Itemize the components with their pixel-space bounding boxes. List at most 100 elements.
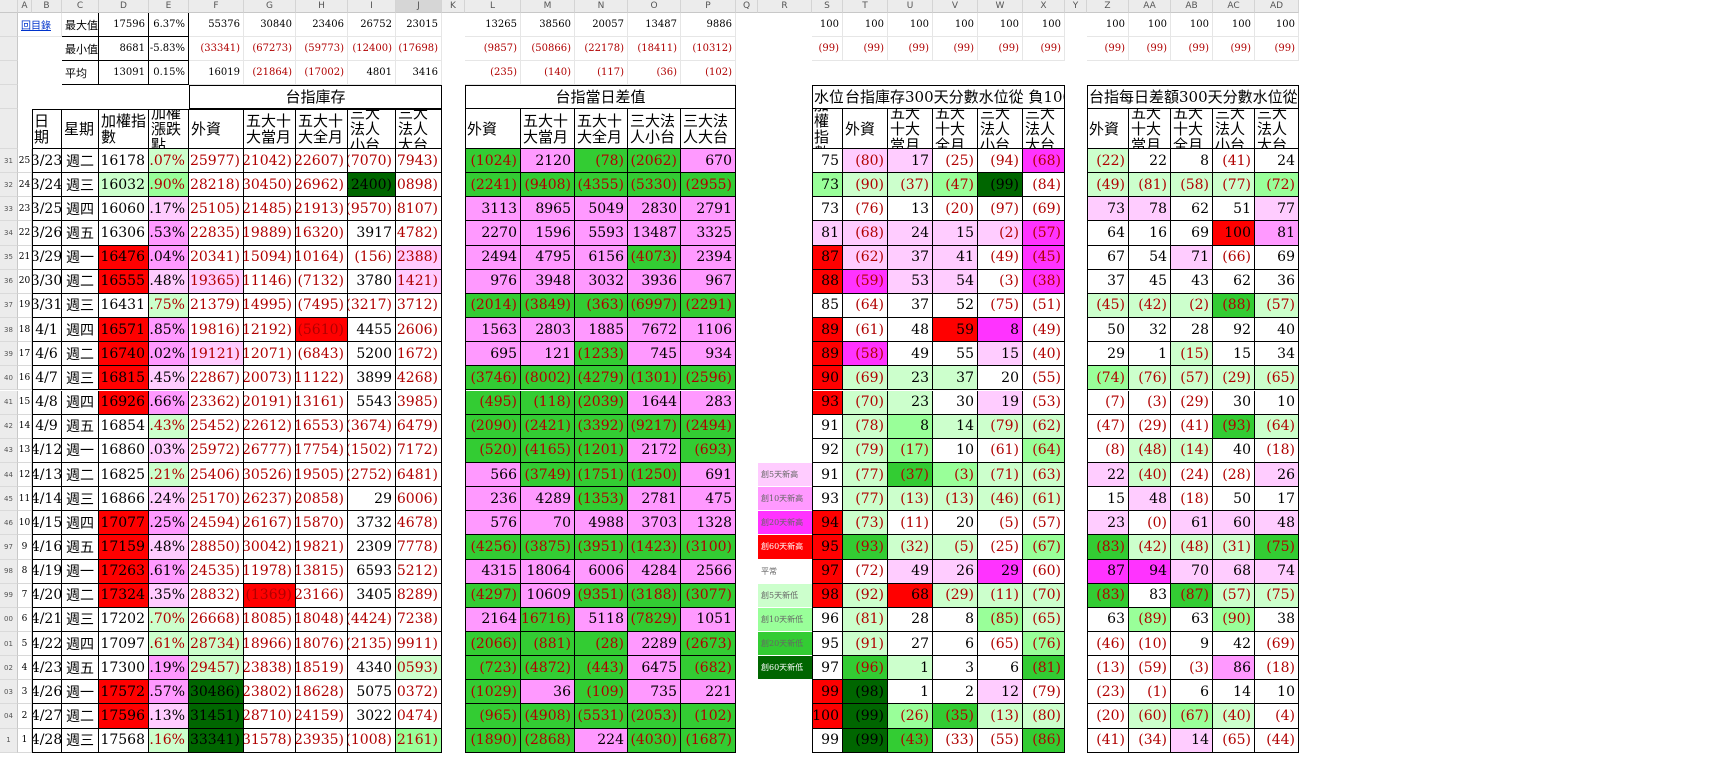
row-header[interactable]: 97 <box>0 535 18 560</box>
row-header[interactable]: 40 <box>0 366 18 391</box>
data-cell-p: 2394 <box>681 245 736 270</box>
column-header-t[interactable]: T <box>843 0 888 13</box>
column-header-l[interactable]: L <box>465 0 521 13</box>
data-cell-i: (4424) <box>348 607 396 632</box>
stat-value-p: 9886 <box>681 13 736 37</box>
data-cell-ab: 70 <box>1171 559 1213 584</box>
data-cell-d: 17159 <box>99 535 149 560</box>
row-header[interactable]: 34 <box>0 221 18 246</box>
row-header[interactable]: 01 <box>0 632 18 657</box>
weekday-cell: 週二 <box>62 583 99 608</box>
data-cell-d: 16926 <box>99 390 149 415</box>
row-header[interactable]: 32 <box>0 173 18 198</box>
row-header[interactable]: 45 <box>0 487 18 512</box>
column-header-x[interactable]: X <box>1023 0 1065 13</box>
row-index: 25 <box>18 149 32 174</box>
data-cell-ab: 43 <box>1171 269 1213 294</box>
column-header-f[interactable]: F <box>189 0 244 13</box>
row-header[interactable]: 43 <box>0 438 18 463</box>
row-header[interactable]: 1 <box>0 728 18 753</box>
row-header[interactable]: 41 <box>0 390 18 415</box>
column-header-y[interactable]: Y <box>1065 0 1087 13</box>
data-cell-aa: 22 <box>1129 149 1171 174</box>
back-to-index-link[interactable]: 回目錄 <box>18 13 62 37</box>
row-header[interactable]: 33 <box>0 197 18 222</box>
row-header[interactable] <box>0 61 18 85</box>
row-header[interactable]: 46 <box>0 511 18 536</box>
column-header-v[interactable]: V <box>933 0 978 13</box>
data-cell-j: (12161) <box>396 728 442 753</box>
row-header[interactable] <box>0 13 18 37</box>
data-cell-p: 2566 <box>681 559 736 584</box>
stat-value-e: 6.37% <box>149 13 189 37</box>
stat-label: 最小值 <box>62 37 99 61</box>
column-header-d[interactable]: D <box>99 0 149 13</box>
row-header[interactable] <box>0 109 18 149</box>
column-header-o[interactable]: O <box>628 0 681 13</box>
row-header[interactable]: 04 <box>0 704 18 729</box>
row-header[interactable]: 03 <box>0 680 18 705</box>
column-header-c[interactable]: C <box>62 0 99 13</box>
data-cell-aa: 78 <box>1129 197 1171 222</box>
data-cell-ab: 14 <box>1171 728 1213 753</box>
row-header[interactable]: 44 <box>0 462 18 488</box>
column-header-h[interactable]: H <box>296 0 348 13</box>
row-header[interactable]: 42 <box>0 414 18 439</box>
stat-label: 平均 <box>62 61 99 85</box>
data-cell-i: (2752) <box>348 462 396 488</box>
data-cell-t: (78) <box>843 414 888 439</box>
column-header-j[interactable]: J <box>396 0 442 13</box>
data-cell-m: 10609 <box>521 583 575 608</box>
data-cell-ab: (3) <box>1171 656 1213 681</box>
column-header-aa[interactable]: AA <box>1129 0 1171 13</box>
data-cell-i: 3780 <box>348 269 396 294</box>
column-header-k[interactable]: K <box>442 0 465 13</box>
data-cell-l: (520) <box>465 438 521 463</box>
weekday-cell: 週三 <box>62 293 99 319</box>
column-header-e[interactable]: E <box>149 0 189 13</box>
data-cell-i: 6593 <box>348 559 396 584</box>
column-header-m[interactable]: M <box>521 0 575 13</box>
data-cell-t: (98) <box>843 680 888 705</box>
column-header-i[interactable]: I <box>348 0 396 13</box>
select-all-corner[interactable] <box>0 0 18 13</box>
column-header-g[interactable]: G <box>244 0 296 13</box>
column-header-q[interactable]: Q <box>736 0 758 13</box>
data-cell-v: (25) <box>933 149 978 174</box>
column-header-ac[interactable]: AC <box>1213 0 1255 13</box>
column-header-n[interactable]: N <box>575 0 628 13</box>
column-header-b[interactable]: B <box>32 0 62 13</box>
column-header-a[interactable]: A <box>18 0 32 13</box>
data-cell-z: (83) <box>1087 535 1129 560</box>
data-cell-g: (11978) <box>244 559 296 584</box>
row-header[interactable]: 02 <box>0 656 18 681</box>
row-header[interactable] <box>0 85 18 109</box>
data-cell-aa: 54 <box>1129 245 1171 270</box>
row-header[interactable]: 00 <box>0 607 18 632</box>
header-aa: 五大十大當月 <box>1129 109 1171 149</box>
column-header-p[interactable]: P <box>681 0 736 13</box>
column-header-ad[interactable]: AD <box>1255 0 1299 13</box>
column-header-ab[interactable]: AB <box>1171 0 1213 13</box>
data-cell-x: (80) <box>1023 704 1065 729</box>
column-header-w[interactable]: W <box>978 0 1023 13</box>
row-header[interactable]: 39 <box>0 342 18 367</box>
row-header[interactable]: 31 <box>0 149 18 174</box>
row-header[interactable]: 36 <box>0 269 18 294</box>
column-header-r[interactable]: R <box>758 0 812 13</box>
column-header-z[interactable]: Z <box>1087 0 1129 13</box>
row-header[interactable] <box>0 37 18 61</box>
row-header[interactable]: 99 <box>0 583 18 608</box>
row-header[interactable]: 98 <box>0 559 18 584</box>
data-cell-i: 3022 <box>348 704 396 729</box>
row-header[interactable]: 38 <box>0 318 18 343</box>
data-cell-w: (99) <box>978 173 1023 198</box>
row-header[interactable]: 37 <box>0 293 18 319</box>
column-header-s[interactable]: S <box>812 0 843 13</box>
row-header[interactable]: 35 <box>0 245 18 270</box>
data-cell-u: (11) <box>888 511 933 536</box>
data-cell-ad: 48 <box>1255 511 1299 536</box>
column-header-u[interactable]: U <box>888 0 933 13</box>
date-cell: 3/29 <box>32 245 62 270</box>
row-index: 20 <box>18 269 32 294</box>
